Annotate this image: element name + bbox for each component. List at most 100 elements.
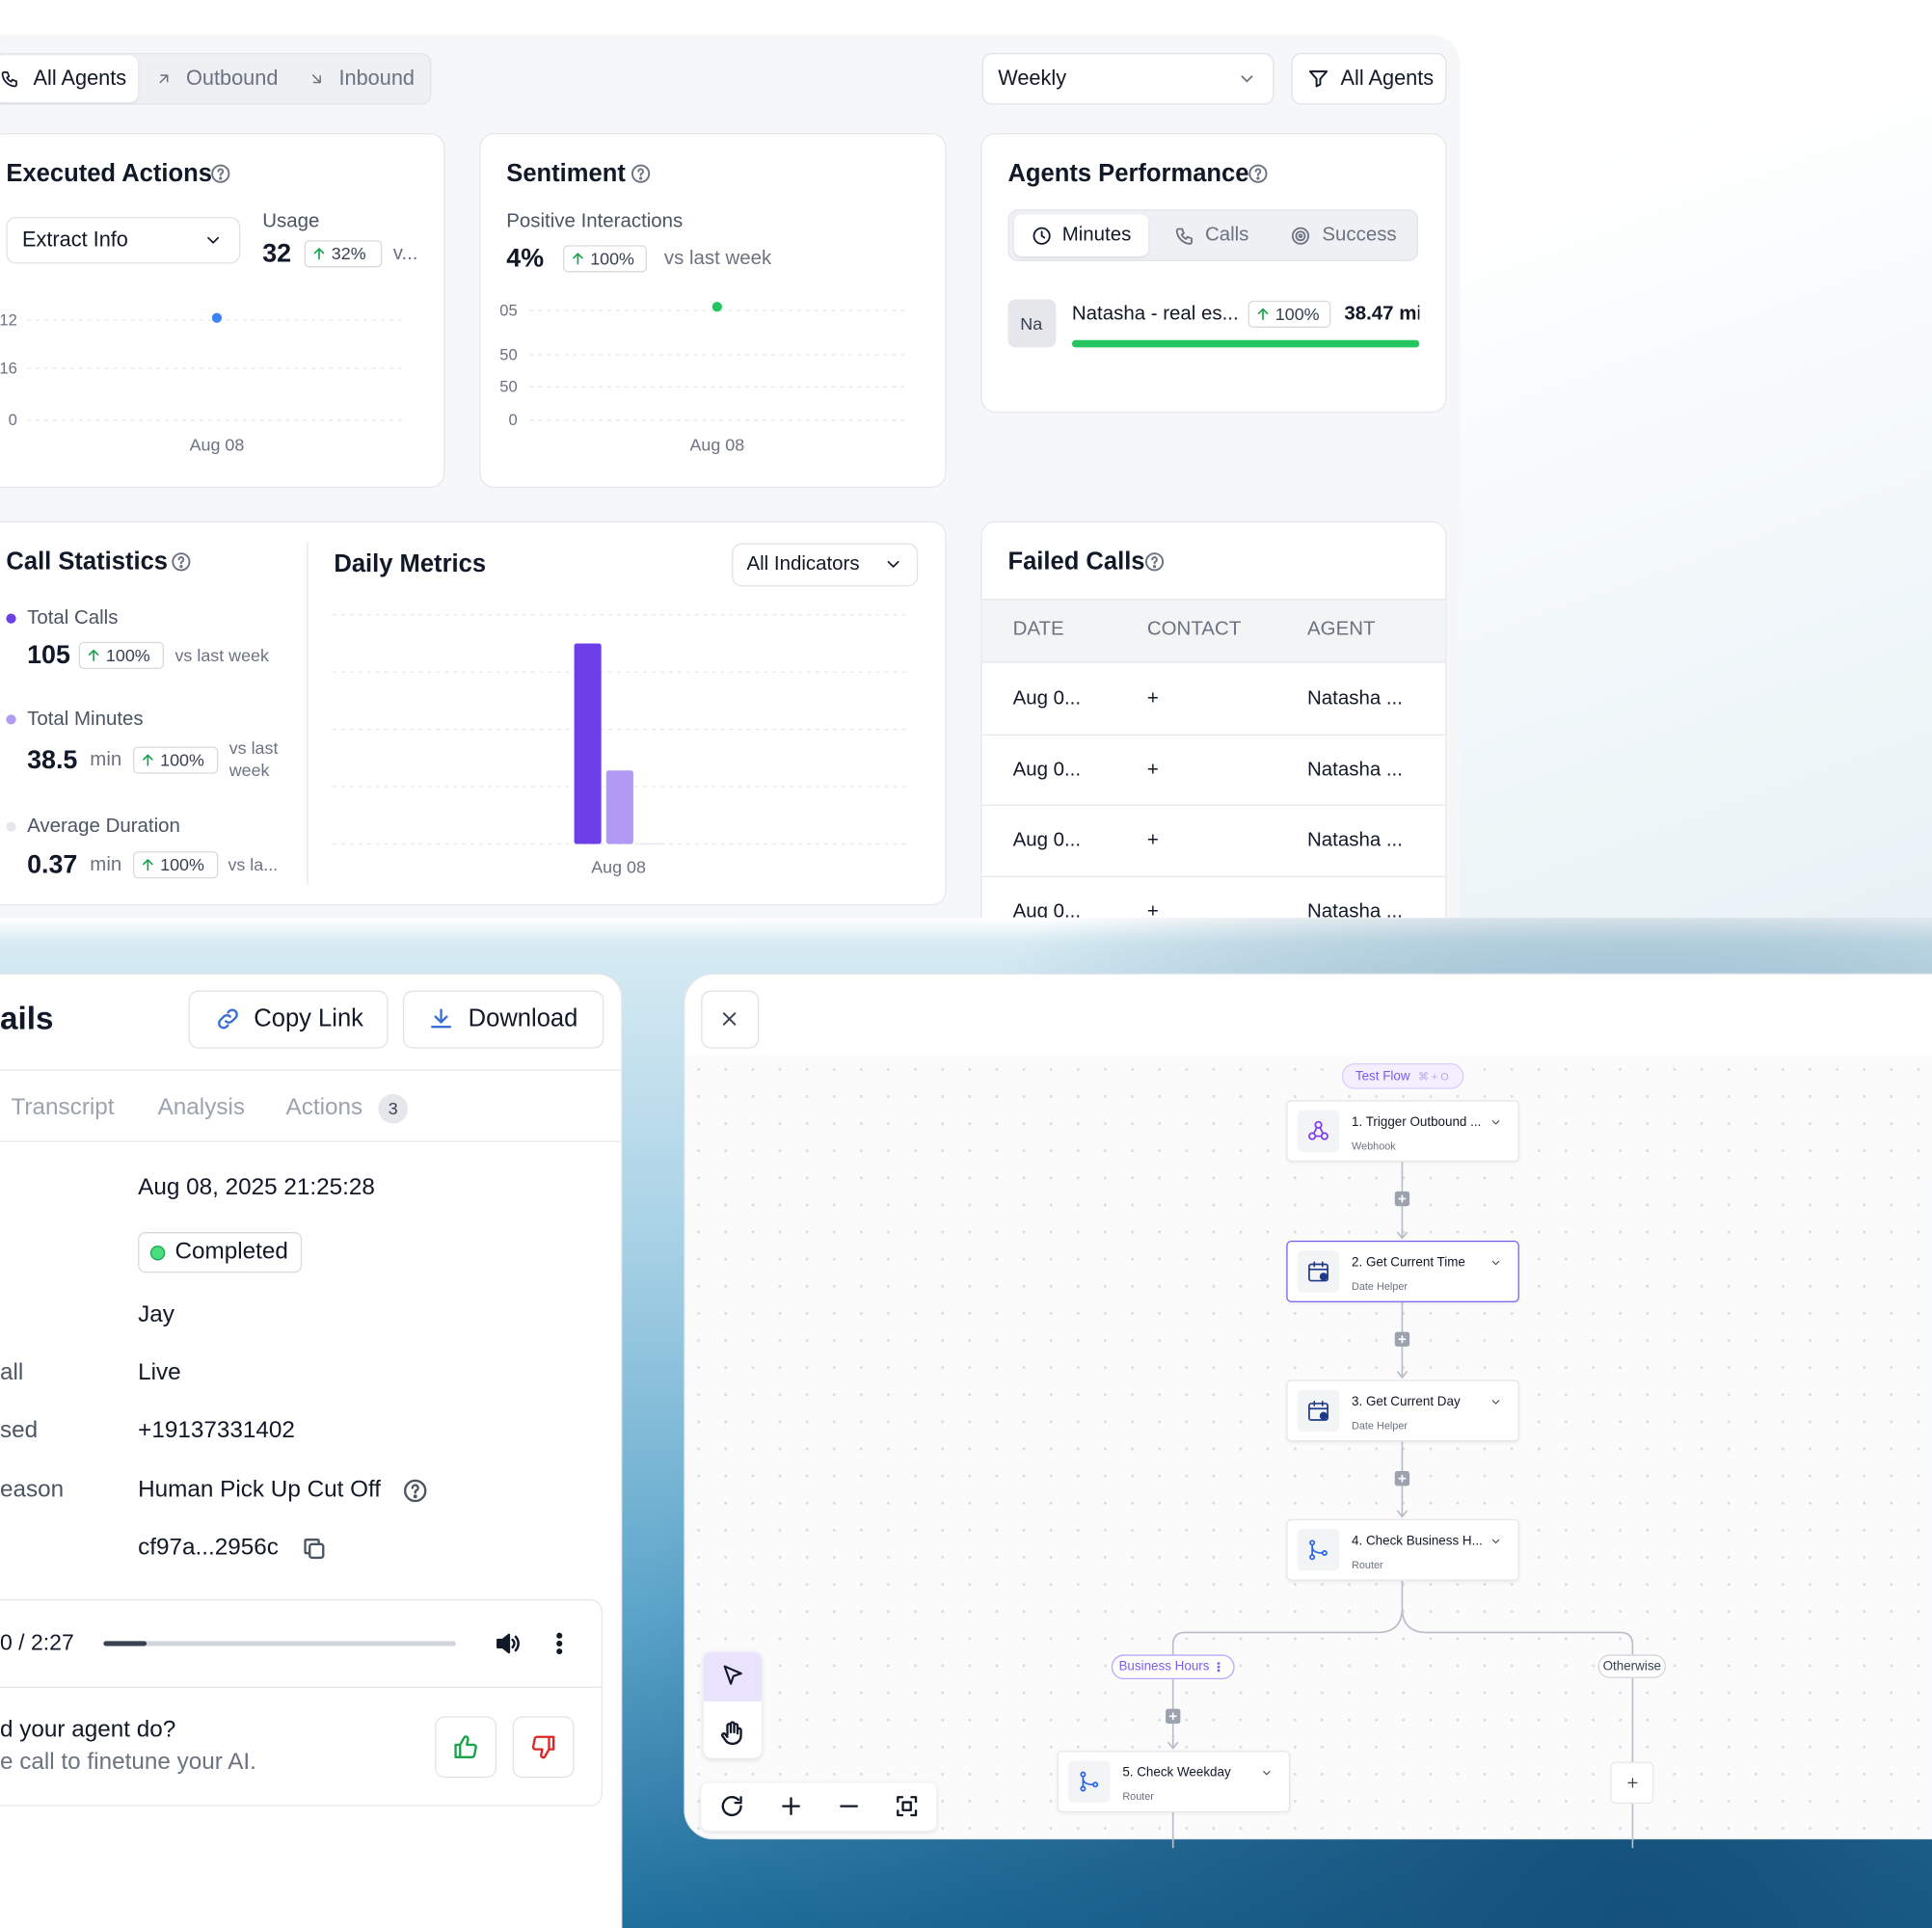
agent-value-clip: 38.47 mi — [1344, 296, 1419, 333]
icon-part — [1312, 1126, 1325, 1138]
icon-copy — [304, 1538, 325, 1560]
change-value: 32% — [331, 243, 366, 263]
change-badge — [563, 245, 647, 273]
icon-target — [1291, 227, 1309, 245]
field-label: sed — [0, 1417, 39, 1444]
icon-part — [207, 236, 220, 244]
field-value: cf97a...2956c — [138, 1534, 279, 1561]
icon-part — [1263, 1770, 1271, 1776]
change-value: 100% — [105, 645, 150, 665]
icon-part — [556, 1640, 563, 1647]
icon-part — [403, 1479, 427, 1503]
connector — [1398, 1474, 1407, 1483]
node-title: 1. Trigger Outbound ... — [1352, 1114, 1482, 1130]
icon-part — [219, 176, 223, 180]
filter: All Agents — [1340, 66, 1435, 91]
icon-part — [1308, 1403, 1328, 1421]
icon-minus — [840, 1805, 858, 1808]
button-label: Copy Link — [254, 1004, 363, 1033]
flow-name: Test Flow — [1355, 1068, 1410, 1084]
icon-part — [887, 560, 899, 568]
bar — [574, 643, 602, 844]
tab: All Agents — [33, 66, 127, 91]
node-icon-box — [1297, 1110, 1340, 1152]
thumbs-down-button[interactable] — [512, 1716, 575, 1779]
icon-part — [1248, 164, 1268, 183]
connector — [1398, 1194, 1407, 1203]
icon-chev — [207, 236, 220, 244]
tab: Analysis — [157, 1094, 246, 1121]
table-cell: Aug 0... — [1012, 900, 1082, 919]
action-select[interactable] — [6, 216, 241, 264]
icon-part — [1175, 227, 1193, 245]
field-label: eason — [0, 1476, 65, 1503]
field-value: Human Pick Up Cut Off — [138, 1476, 382, 1503]
table-cell: Natasha ... — [1307, 759, 1403, 780]
node-subtitle: Webhook — [1352, 1139, 1396, 1152]
subtitle: Positive Interactions — [506, 211, 684, 232]
card-title: Daily Metrics — [334, 550, 487, 578]
icon-router — [1080, 1771, 1099, 1792]
icon-part — [218, 1008, 238, 1030]
node-icon-box — [1068, 1760, 1111, 1803]
card-title: Executed Actions — [6, 160, 212, 188]
icon-part — [179, 564, 183, 569]
branch-pill[interactable] — [1597, 1654, 1666, 1678]
icon-part — [1491, 1260, 1500, 1266]
indicator-select[interactable] — [732, 543, 919, 587]
icon-help — [1144, 552, 1165, 572]
icon-chev — [887, 560, 899, 568]
node-subtitle: Router — [1122, 1789, 1154, 1803]
table-cell: Aug 0... — [1012, 687, 1082, 710]
node-title: 5. Check Weekday — [1122, 1765, 1231, 1781]
thumbs-up-button[interactable] — [435, 1716, 497, 1779]
count-badge — [378, 1093, 409, 1124]
icon-part — [1491, 1400, 1500, 1405]
period-select[interactable] — [981, 52, 1275, 105]
tab-active[interactable] — [0, 55, 139, 103]
column-header: DATE — [1012, 619, 1064, 640]
icon-up — [143, 754, 153, 766]
icon-part — [1298, 232, 1302, 238]
icon-part — [159, 74, 169, 84]
icon-speaker — [496, 1633, 520, 1654]
connector — [1168, 1712, 1177, 1721]
table-cell: + — [1146, 759, 1159, 780]
icon-part — [1144, 552, 1165, 572]
icon-part — [1308, 1263, 1328, 1282]
node-icon-box — [1297, 1250, 1340, 1293]
icon-part — [1040, 229, 1045, 238]
audio-time: 0 / 2:27 — [0, 1630, 74, 1655]
y-label: 50 — [499, 377, 518, 396]
agents-performance-card — [980, 133, 1447, 414]
icon-phone — [1, 71, 17, 88]
branch-pill[interactable] — [1111, 1654, 1235, 1679]
icon-part — [721, 1796, 742, 1817]
icon-kebab — [1217, 1662, 1221, 1673]
table-cell: Aug 0... — [1012, 759, 1082, 780]
tab-active[interactable] — [1013, 214, 1149, 256]
y-label: 0 — [508, 410, 518, 430]
icon-up — [88, 649, 99, 661]
connector — [1401, 1607, 1634, 1655]
workflow-canvas — [684, 973, 1932, 1840]
column-header: CONTACT — [1146, 619, 1242, 640]
compare: vs la... — [228, 854, 279, 874]
icon-part — [1217, 1662, 1221, 1665]
table-header — [981, 599, 1446, 663]
y-label: 50 — [499, 345, 518, 364]
chart-layer — [27, 302, 906, 845]
icon-part — [556, 1632, 563, 1639]
icon-part — [313, 248, 325, 260]
filter-button[interactable] — [1291, 52, 1447, 105]
legend-dot — [6, 821, 16, 832]
flow-badge — [1341, 1062, 1464, 1089]
download-button[interactable] — [402, 990, 604, 1049]
divider — [0, 1140, 623, 1142]
avatar — [1007, 299, 1057, 348]
icon-part — [1257, 308, 1269, 320]
icon-part — [721, 1721, 742, 1745]
icon-help — [1248, 164, 1268, 183]
audio-track[interactable] — [103, 1641, 456, 1647]
